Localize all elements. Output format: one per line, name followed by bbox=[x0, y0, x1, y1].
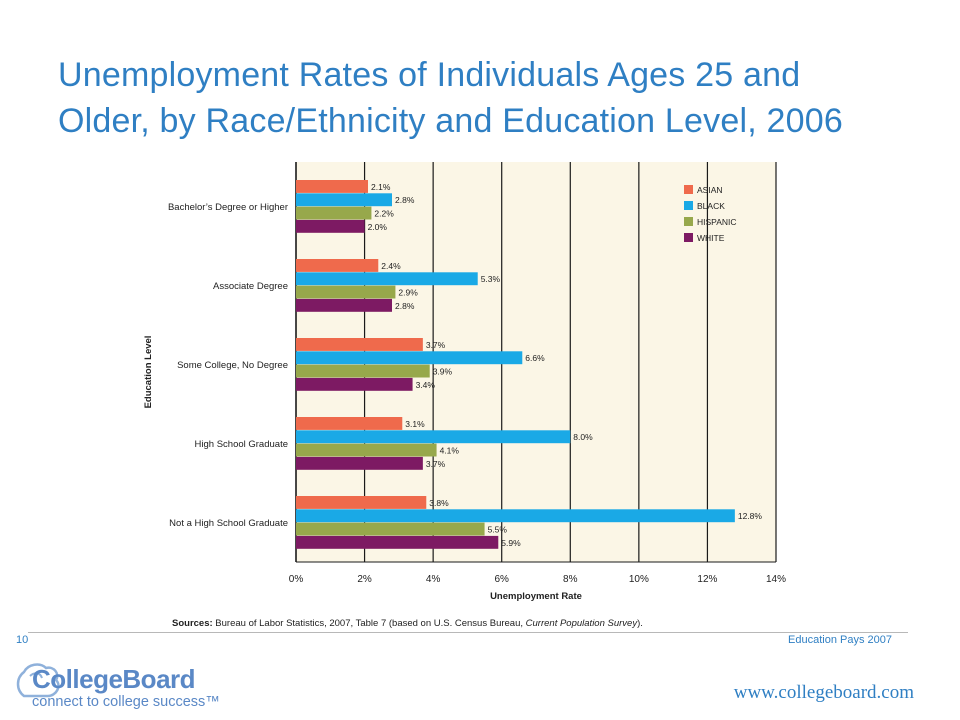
category-label: Not a High School Graduate bbox=[169, 518, 288, 529]
legend-label: ASIAN bbox=[697, 185, 723, 195]
bar-value-label: 4.1% bbox=[440, 445, 460, 455]
bar bbox=[296, 259, 379, 272]
x-tick-label: 10% bbox=[629, 574, 649, 585]
bar bbox=[296, 219, 365, 233]
bar bbox=[296, 509, 735, 523]
footer-divider bbox=[28, 632, 908, 633]
bar bbox=[296, 351, 523, 365]
bar-value-label: 3.7% bbox=[426, 459, 446, 469]
bar-value-label: 3.8% bbox=[429, 498, 449, 508]
legend-swatch bbox=[684, 185, 693, 194]
bar-value-label: 12.8% bbox=[738, 511, 763, 521]
x-tick-label: 14% bbox=[766, 574, 786, 585]
bar-value-label: 3.4% bbox=[416, 380, 436, 390]
category-label: High School Graduate bbox=[195, 439, 288, 450]
bar bbox=[296, 180, 368, 193]
bar-value-label: 2.9% bbox=[398, 287, 418, 297]
sources-text-end: ). bbox=[637, 618, 643, 629]
category-label: Bachelor’s Degree or Higher bbox=[168, 202, 288, 213]
website-url[interactable]: www.collegeboard.com bbox=[733, 682, 914, 703]
sources-label: Sources: bbox=[172, 618, 213, 629]
category-label: Associate Degree bbox=[213, 281, 288, 292]
bar bbox=[296, 193, 392, 207]
legend-swatch bbox=[684, 201, 693, 210]
bar-value-label: 2.1% bbox=[371, 182, 391, 192]
x-tick-label: 12% bbox=[697, 574, 717, 585]
bar bbox=[296, 338, 423, 351]
bar bbox=[296, 430, 571, 444]
slide-number: 10 bbox=[16, 634, 29, 646]
bar-value-label: 6.6% bbox=[525, 353, 545, 363]
collegeboard-logo-icon bbox=[16, 663, 60, 698]
bar-value-label: 3.7% bbox=[426, 340, 446, 350]
sources-text: Bureau of Labor Statistics, 2007, Table … bbox=[212, 618, 526, 629]
x-tick-label: 6% bbox=[494, 574, 509, 585]
bar-value-label: 2.8% bbox=[395, 301, 415, 311]
bar bbox=[296, 456, 423, 470]
bar-value-label: 8.0% bbox=[573, 432, 593, 442]
x-tick-label: 8% bbox=[563, 574, 578, 585]
slide-title-line-2: Older, by Race/Ethnicity and Education L… bbox=[58, 102, 843, 140]
x-axis-title: Unemployment Rate bbox=[490, 591, 582, 602]
bar bbox=[296, 443, 437, 457]
legend-swatch bbox=[684, 233, 693, 242]
legend-swatch bbox=[684, 217, 693, 226]
bar-value-label: 2.4% bbox=[381, 261, 401, 271]
bar bbox=[296, 206, 372, 220]
sources-note: Sources: Bureau of Labor Statistics, 200… bbox=[172, 618, 643, 629]
bar-value-label: 2.8% bbox=[395, 195, 415, 205]
bar-value-label: 2.0% bbox=[368, 222, 388, 232]
plot-area: 0% 2% 4% 6% 8% 10% 12% 14%2.1%2.8%2.2%2.0%Bache… bbox=[143, 162, 786, 602]
y-axis-title: Education Level bbox=[143, 336, 154, 409]
x-tick-label: 4% bbox=[426, 574, 441, 585]
slide-title: Unemployment Rates of Individuals Ages 2… bbox=[58, 52, 938, 144]
slide-title-line-1: Unemployment Rates of Individuals Ages 2… bbox=[58, 56, 801, 94]
publication-name: Education Pays 2007 bbox=[788, 634, 892, 646]
bar-value-label: 3.1% bbox=[405, 419, 425, 429]
bar bbox=[296, 522, 485, 536]
bar-value-label: 5.5% bbox=[488, 524, 508, 534]
bar bbox=[296, 272, 478, 286]
bar-value-label: 3.9% bbox=[433, 366, 453, 376]
legend-label: WHITE bbox=[697, 233, 725, 243]
bar bbox=[296, 298, 392, 312]
x-tick-label: 2% bbox=[357, 574, 372, 585]
bar-value-label: 5.9% bbox=[501, 538, 521, 548]
x-tick-label: 0% bbox=[289, 574, 304, 585]
bar bbox=[296, 285, 396, 299]
sources-survey-name: Current Population Survey bbox=[525, 618, 638, 629]
logo-tagline: connect to college success™ bbox=[32, 694, 220, 710]
bar bbox=[296, 364, 430, 378]
category-label: Some College, No Degree bbox=[177, 360, 288, 371]
bar-value-label: 5.3% bbox=[481, 274, 501, 284]
logo-name: CollegeBoard bbox=[32, 664, 196, 694]
bar bbox=[296, 377, 413, 391]
bar-value-label: 2.2% bbox=[374, 208, 394, 218]
bar bbox=[296, 417, 403, 430]
legend-label: HISPANIC bbox=[697, 217, 737, 227]
bar bbox=[296, 496, 427, 509]
bar bbox=[296, 535, 499, 549]
legend-label: BLACK bbox=[697, 201, 725, 211]
